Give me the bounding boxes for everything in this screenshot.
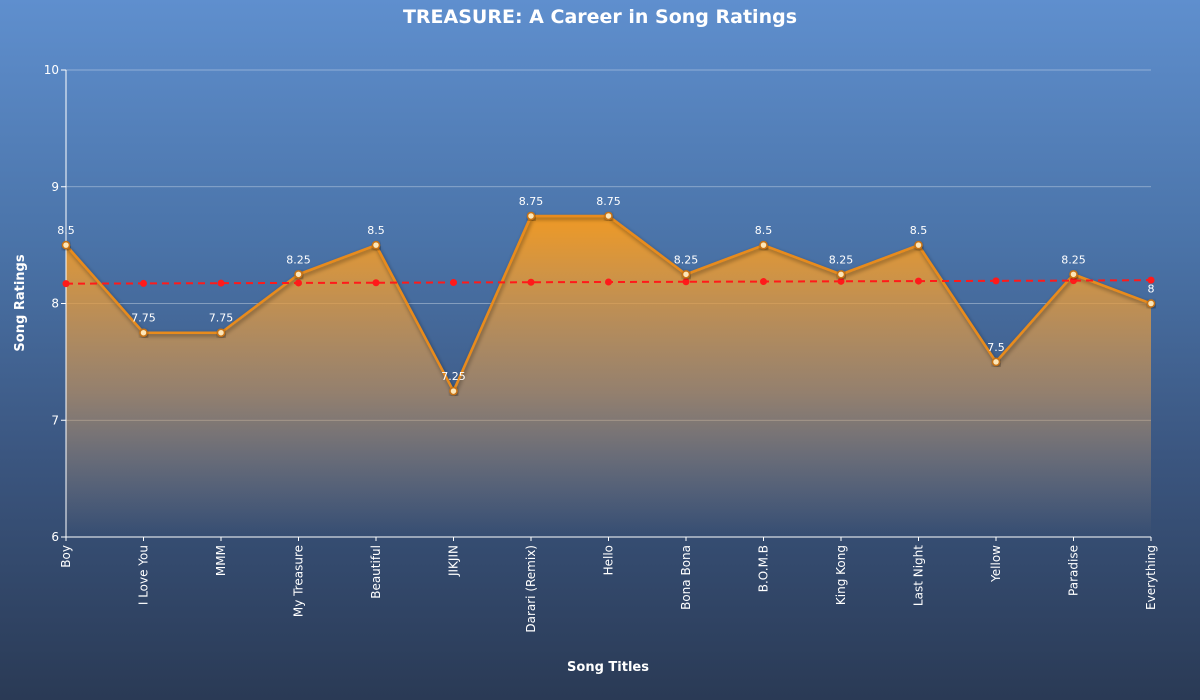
point-layer bbox=[61, 211, 1156, 396]
data-label: 8.25 bbox=[829, 253, 854, 266]
data-label: 8.25 bbox=[674, 253, 699, 266]
axes: 6 7 8 9 10 Boy I Love You MMM My Treasure Beautif… bbox=[44, 63, 1158, 633]
trend-point bbox=[915, 277, 922, 285]
trend-line-layer bbox=[62, 276, 1155, 288]
trend-point bbox=[217, 279, 225, 287]
x-tick-label: I Love You bbox=[137, 545, 151, 605]
data-label: 8.5 bbox=[910, 224, 928, 237]
data-point bbox=[836, 270, 846, 279]
data-point bbox=[1069, 270, 1078, 279]
trend-point bbox=[62, 280, 70, 288]
data-point bbox=[914, 240, 923, 250]
x-tick-label: Everything bbox=[1144, 545, 1158, 610]
data-label: 7.75 bbox=[209, 312, 234, 325]
data-label: 8.75 bbox=[596, 195, 621, 208]
x-tick-label: Boy bbox=[59, 545, 73, 568]
data-label: 8.5 bbox=[755, 224, 773, 237]
x-tick-label: Hello bbox=[602, 545, 616, 575]
x-tick-label: King Kong bbox=[834, 545, 848, 605]
label-layer: 8.5 7.75 7.75 8.25 8.5 7.25 8.75 8.75 8.25 8.5 8.2… bbox=[57, 195, 1154, 383]
trend-point bbox=[450, 278, 457, 286]
data-label: 7.75 bbox=[131, 312, 156, 325]
trend-point bbox=[1070, 277, 1077, 285]
y-tick-label: 10 bbox=[44, 63, 59, 77]
area-fill bbox=[66, 215, 1151, 537]
data-label: 7.25 bbox=[441, 370, 466, 383]
y-tick-label: 6 bbox=[51, 530, 59, 544]
trend-point bbox=[1147, 276, 1155, 284]
data-label: 8.25 bbox=[286, 253, 311, 266]
data-point bbox=[139, 328, 148, 337]
x-tick-label: Paradise bbox=[1067, 545, 1081, 596]
area-layer bbox=[65, 214, 1152, 537]
trend-point bbox=[605, 278, 612, 286]
data-label: 8.25 bbox=[1061, 253, 1086, 266]
x-tick-label: Beautiful bbox=[369, 545, 383, 599]
y-axis-title: Song Ratings bbox=[13, 254, 28, 351]
data-point bbox=[604, 211, 613, 221]
y-tick-label: 7 bbox=[51, 413, 59, 427]
y-tick-label: 9 bbox=[51, 180, 59, 194]
x-tick-label: Last Night bbox=[912, 545, 926, 606]
chart-title: TREASURE: A Career in Song Ratings bbox=[403, 6, 797, 28]
data-label: 8.5 bbox=[57, 224, 75, 237]
trend-point bbox=[682, 278, 690, 286]
data-point bbox=[371, 240, 381, 250]
x-tick-label: JIKJIN bbox=[447, 545, 461, 577]
data-point bbox=[216, 328, 226, 337]
x-tick-label: MMM bbox=[214, 545, 228, 576]
x-tick-label: My Treasure bbox=[292, 545, 306, 617]
x-axis-title: Song Titles bbox=[567, 660, 649, 675]
y-tick-label: 8 bbox=[51, 297, 59, 311]
data-point bbox=[294, 270, 303, 279]
data-point bbox=[1146, 299, 1156, 308]
data-point bbox=[526, 211, 536, 221]
data-point bbox=[991, 357, 1001, 367]
x-tick-label: Bona Bona bbox=[679, 545, 693, 610]
data-point bbox=[449, 386, 458, 396]
data-point bbox=[61, 240, 71, 250]
data-point bbox=[681, 270, 691, 279]
x-tick-label: Yellow bbox=[989, 545, 1003, 583]
x-tick-label: Darari (Remix) bbox=[524, 545, 538, 633]
data-label: 8.5 bbox=[367, 224, 385, 237]
trend-point bbox=[760, 278, 767, 286]
data-label: 8 bbox=[1148, 283, 1155, 296]
trend-point bbox=[837, 277, 845, 285]
data-label: 7.5 bbox=[987, 341, 1005, 354]
trend-point bbox=[527, 278, 535, 286]
trend-point bbox=[992, 277, 1000, 285]
data-point bbox=[759, 240, 768, 250]
trend-point bbox=[295, 279, 302, 287]
trend-point bbox=[140, 279, 147, 287]
x-tick-label: B.O.M.B bbox=[757, 545, 771, 592]
trend-point bbox=[372, 279, 380, 287]
data-label: 8.75 bbox=[519, 195, 544, 208]
